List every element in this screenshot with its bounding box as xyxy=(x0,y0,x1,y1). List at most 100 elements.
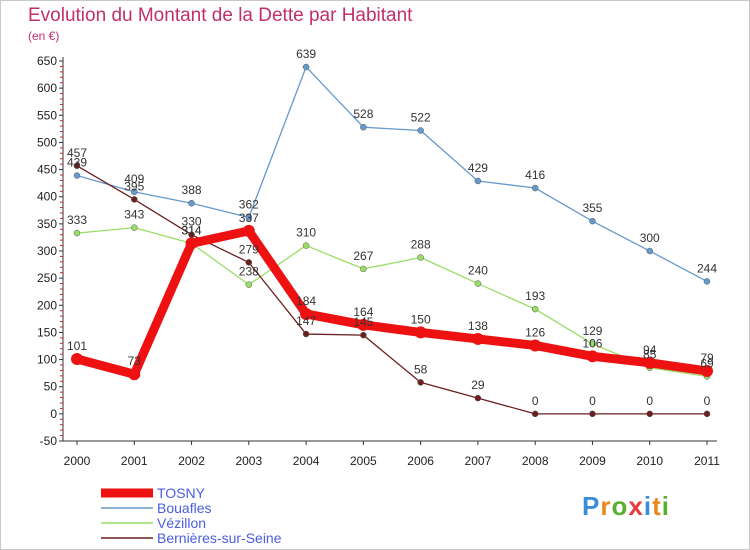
data-point xyxy=(531,184,539,192)
x-tick-label: 2011 xyxy=(694,454,720,468)
data-point xyxy=(71,353,83,366)
data-point xyxy=(242,224,255,237)
data-point xyxy=(73,172,81,179)
y-tick-label: 600 xyxy=(37,81,57,95)
x-tick-label: 2004 xyxy=(293,454,320,468)
data-point xyxy=(360,123,367,131)
data-point xyxy=(474,280,482,287)
data-point xyxy=(417,254,424,261)
proxiti-logo: Proxiti xyxy=(582,491,670,522)
legend-label: Bernières-sur-Seine xyxy=(157,530,282,546)
series-line-berni-res-sur-seine xyxy=(76,165,708,415)
data-point xyxy=(185,237,198,250)
logo-letter: o xyxy=(611,491,629,521)
data-point xyxy=(586,350,599,363)
data-label: 288 xyxy=(411,238,431,252)
x-tick-label: 2009 xyxy=(579,454,606,468)
data-point xyxy=(414,326,427,339)
data-label: 337 xyxy=(239,211,259,225)
data-point xyxy=(474,394,482,402)
data-point xyxy=(471,332,484,345)
data-label: 126 xyxy=(525,325,545,339)
data-point xyxy=(73,162,81,170)
chart-subtitle: (en €) xyxy=(28,29,60,43)
data-label: 58 xyxy=(414,362,428,376)
data-point xyxy=(589,340,596,348)
y-tick-label: 0 xyxy=(50,407,57,421)
series-lines xyxy=(71,63,713,418)
data-label: 73 xyxy=(128,354,142,368)
data-label: 145 xyxy=(353,315,373,329)
data-label: 129 xyxy=(582,324,602,338)
data-label: 150 xyxy=(411,312,431,326)
data-point xyxy=(646,410,653,418)
data-point xyxy=(357,318,370,331)
data-label: 244 xyxy=(697,261,717,275)
x-tick-label: 2003 xyxy=(235,454,262,468)
data-label: 238 xyxy=(239,265,259,279)
data-label: 240 xyxy=(468,264,488,278)
axes: -50 0 50 100 150 200 250 300 350 400 450 500 550 600 6… xyxy=(37,54,720,468)
data-label: 522 xyxy=(411,110,431,124)
data-label: 0 xyxy=(704,394,711,408)
legend-label: TOSNY xyxy=(157,485,206,501)
data-label: 267 xyxy=(353,249,373,263)
data-point xyxy=(300,307,313,320)
data-label: 310 xyxy=(296,226,316,240)
x-tick-label: 2001 xyxy=(121,454,148,468)
legend-label: Bouafles xyxy=(157,500,211,516)
x-tick-label: 2000 xyxy=(64,454,91,468)
y-tick-label: 350 xyxy=(37,217,57,231)
logo-letter: r xyxy=(600,491,612,521)
logo-letter: P xyxy=(582,491,601,521)
x-tick-label: 2002 xyxy=(178,454,205,468)
data-label: 362 xyxy=(239,197,259,211)
data-label: 314 xyxy=(182,223,202,237)
data-label: 106 xyxy=(582,336,602,350)
data-labels: 439 409 388 362 639 528 522 429 416 355 300 244 333 3… xyxy=(67,47,717,408)
data-label: 388 xyxy=(182,183,202,197)
data-label: 639 xyxy=(296,47,316,61)
data-label: 457 xyxy=(67,146,87,160)
chart-title: Evolution du Montant de la Dette par Hab… xyxy=(28,5,413,26)
data-point xyxy=(73,229,81,237)
data-label: 416 xyxy=(525,168,545,182)
series-line-tosny xyxy=(72,226,712,379)
data-label: 79 xyxy=(700,351,714,365)
logo-letter: i xyxy=(661,491,670,521)
y-tick-label: -50 xyxy=(40,434,58,448)
data-label: 439 xyxy=(67,156,87,170)
data-label: 0 xyxy=(532,394,539,408)
data-point xyxy=(531,305,539,313)
data-point xyxy=(131,224,138,231)
data-point xyxy=(703,410,711,418)
data-point xyxy=(302,63,310,71)
y-tick-label: 550 xyxy=(37,108,57,122)
y-tick-label: 150 xyxy=(37,325,57,339)
legend-label: Vézillon xyxy=(157,515,206,531)
x-tick-label: 2006 xyxy=(407,454,434,468)
y-tick-label: 200 xyxy=(37,298,57,312)
data-label: 184 xyxy=(296,294,316,308)
data-label: 164 xyxy=(353,305,373,319)
x-tick-label: 2008 xyxy=(522,454,549,468)
data-point xyxy=(529,339,542,352)
y-tick-label: 300 xyxy=(37,244,57,258)
y-tick-label: 500 xyxy=(37,135,57,149)
data-point xyxy=(589,217,596,225)
data-label: 101 xyxy=(67,339,87,353)
data-point xyxy=(701,364,713,377)
data-label: 333 xyxy=(67,213,87,227)
x-tick-label: 2005 xyxy=(350,454,377,468)
data-label: 429 xyxy=(468,161,488,175)
data-point xyxy=(245,281,253,288)
data-label: 147 xyxy=(296,314,316,328)
data-point xyxy=(417,379,424,386)
y-tick-label: 250 xyxy=(37,271,57,285)
data-label: 343 xyxy=(124,208,144,222)
data-point xyxy=(360,331,367,339)
data-label: 94 xyxy=(643,343,657,357)
data-label: 85 xyxy=(643,348,657,362)
